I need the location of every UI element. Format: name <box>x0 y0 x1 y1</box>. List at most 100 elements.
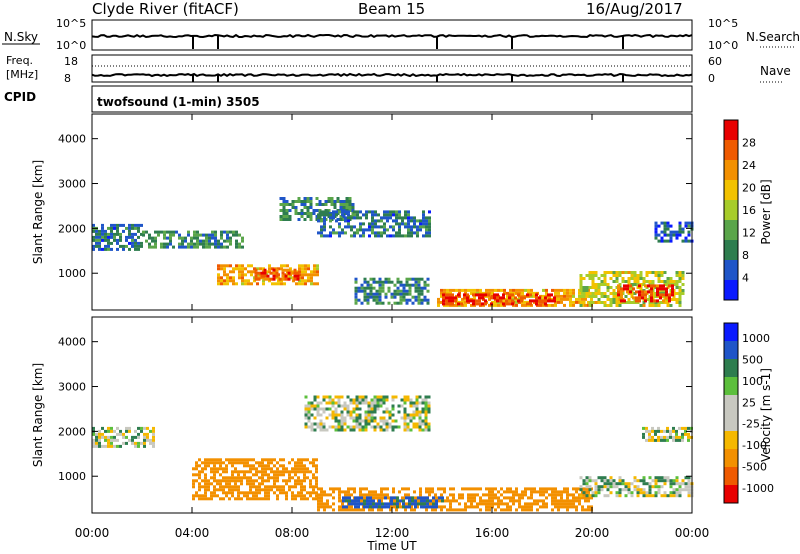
power-ylabel: Slant Range [km] <box>31 160 45 264</box>
heatmap-cell <box>119 432 122 436</box>
heatmap-cell <box>503 508 506 512</box>
heatmap-cell <box>98 241 101 245</box>
heatmap-cell <box>334 413 338 417</box>
heatmap-cell <box>374 225 377 229</box>
velocity-heatmap-cells <box>92 395 694 512</box>
heatmap-cell <box>323 505 326 509</box>
cpid-label: CPID <box>4 90 36 104</box>
heatmap-cell <box>219 482 222 486</box>
heatmap-cell <box>134 441 137 445</box>
heatmap-cell <box>378 505 381 509</box>
heatmap-cell <box>363 289 367 293</box>
heatmap-cell <box>304 410 308 414</box>
heatmap-cell <box>407 219 410 223</box>
heatmap-cell <box>650 293 653 297</box>
heatmap-cell <box>405 280 409 284</box>
heatmap-cell <box>427 395 431 399</box>
heatmap-cell <box>415 395 419 399</box>
heatmap-cell <box>145 239 148 243</box>
heatmap-cell <box>415 413 419 417</box>
heatmap-cell <box>500 303 503 307</box>
heatmap-cell <box>166 245 169 249</box>
heatmap-cell <box>317 505 320 509</box>
heatmap-cell <box>408 286 412 290</box>
heatmap-cell <box>515 490 518 494</box>
heatmap-cell <box>639 286 643 289</box>
heatmap-cell <box>207 488 210 492</box>
heatmap-cell <box>350 508 353 512</box>
heatmap-cell <box>275 274 279 278</box>
heatmap-cell <box>648 429 651 433</box>
heatmap-cell <box>660 494 664 498</box>
heatmap-cell <box>662 293 665 297</box>
heatmap-cell <box>334 395 338 399</box>
heatmap-cell <box>645 429 648 433</box>
heatmap-cell <box>488 496 491 500</box>
heatmap-cell <box>426 499 429 503</box>
heatmap-cell <box>362 508 365 512</box>
heatmap-cell <box>318 203 322 206</box>
heatmap-cell <box>475 299 478 303</box>
heatmap-cell <box>98 244 101 248</box>
heatmap-cell <box>324 200 328 203</box>
heatmap-cell <box>143 438 146 442</box>
heatmap-cell <box>307 279 310 283</box>
heatmap-cell <box>585 485 589 489</box>
heatmap-cell <box>341 231 344 235</box>
heatmap-cell <box>364 422 368 426</box>
heatmap-cell <box>101 235 104 239</box>
heatmap-cell <box>313 404 317 408</box>
heatmap-cell <box>270 476 273 480</box>
heatmap-cell <box>612 289 616 292</box>
heatmap-cell <box>122 244 125 248</box>
heatmap-cell <box>193 230 196 234</box>
heatmap-cell <box>214 239 217 243</box>
heatmap-cell <box>392 490 395 494</box>
velocity-ylabel: Slant Range [km] <box>31 363 45 467</box>
heatmap-cell <box>261 497 264 501</box>
heatmap-cell <box>316 395 320 399</box>
heatmap-cell <box>681 227 685 231</box>
heatmap-cell <box>663 301 667 304</box>
heatmap-cell <box>359 210 362 214</box>
heatmap-cell <box>539 493 542 497</box>
heatmap-cell <box>279 491 282 495</box>
heatmap-cell <box>582 295 586 298</box>
heatmap-cell <box>566 291 569 295</box>
heatmap-cell <box>449 288 452 292</box>
heatmap-cell <box>175 230 178 234</box>
heatmap-cell <box>359 228 362 232</box>
heatmap-cell <box>665 296 668 300</box>
heatmap-cell <box>255 488 258 492</box>
heatmap-cell <box>355 425 359 429</box>
heatmap-cell <box>648 304 652 307</box>
heatmap-cell <box>464 502 467 506</box>
heatmap-cell <box>172 230 175 234</box>
heatmap-cell <box>234 479 237 483</box>
heatmap-cell <box>582 301 586 304</box>
heatmap-cell <box>621 271 625 274</box>
heatmap-cell <box>329 216 332 220</box>
heatmap-cell <box>320 493 323 497</box>
heatmap-cell <box>645 491 649 495</box>
heatmap-cell <box>557 508 560 512</box>
heatmap-cell <box>196 230 199 234</box>
heatmap-cell <box>579 494 583 498</box>
heatmap-cell <box>600 283 604 286</box>
heatmap-cell <box>119 238 122 242</box>
colorbar-tick-label: -25 <box>742 418 760 431</box>
heatmap-cell <box>95 241 98 245</box>
heatmap-cell <box>312 476 315 480</box>
heatmap-cell <box>372 502 375 506</box>
heatmap-cell <box>491 487 494 491</box>
heatmap-cell <box>660 274 664 277</box>
heatmap-cell <box>460 302 463 306</box>
heatmap-cell <box>600 485 604 489</box>
heatmap-cell <box>458 502 461 506</box>
heatmap-cell <box>267 491 270 495</box>
heatmap-cell <box>323 219 326 223</box>
heatmap-cell <box>184 236 187 240</box>
heatmap-cell <box>425 234 428 238</box>
heatmap-cell <box>125 426 128 430</box>
heatmap-cell <box>110 247 113 251</box>
